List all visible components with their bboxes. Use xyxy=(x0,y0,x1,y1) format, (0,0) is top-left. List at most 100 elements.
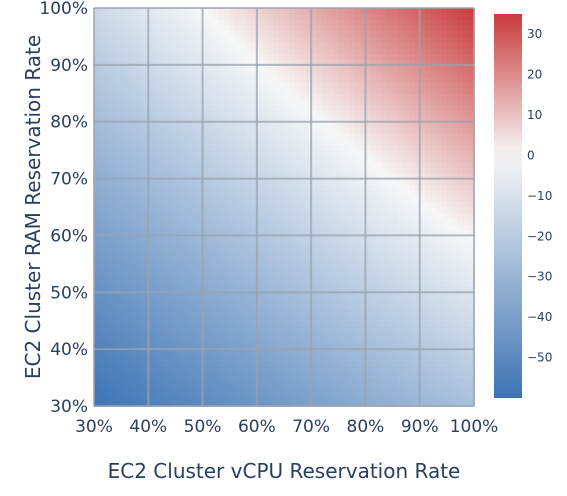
heatmap-cell xyxy=(175,292,182,299)
heatmap-cell xyxy=(316,297,323,305)
heatmap-cell xyxy=(289,371,296,379)
heatmap-cell xyxy=(202,309,209,316)
heatmap-cell xyxy=(104,30,111,38)
heatmap-cell xyxy=(376,292,383,299)
heatmap-cell xyxy=(208,383,215,390)
heatmap-cell xyxy=(197,297,204,305)
heatmap-cell xyxy=(164,360,171,367)
heatmap-cell xyxy=(175,70,182,77)
heatmap-cell xyxy=(267,229,274,237)
heatmap-cell xyxy=(419,70,426,77)
heatmap-cell xyxy=(262,76,269,83)
heatmap-cell xyxy=(387,320,394,327)
heatmap-cell xyxy=(132,167,139,174)
heatmap-cell xyxy=(262,59,269,66)
heatmap-cell xyxy=(191,161,198,168)
heatmap-cell xyxy=(300,377,307,384)
heatmap-cell xyxy=(164,388,171,396)
heatmap-cell xyxy=(159,172,166,180)
heatmap-cell xyxy=(349,150,356,157)
heatmap-cell xyxy=(246,337,253,345)
heatmap-cell xyxy=(148,104,155,111)
heatmap-cell xyxy=(110,286,117,293)
heatmap-cell xyxy=(446,161,453,168)
heatmap-cell xyxy=(354,155,361,163)
heatmap-cell xyxy=(452,64,459,72)
heatmap-cell xyxy=(126,207,133,214)
heatmap-cell xyxy=(294,377,301,384)
heatmap-cell xyxy=(94,201,101,208)
heatmap-cell xyxy=(311,184,318,191)
heatmap-cell xyxy=(104,269,111,276)
heatmap-cell xyxy=(376,337,383,345)
heatmap-cell xyxy=(251,292,258,299)
heatmap-cell xyxy=(468,161,475,168)
heatmap-cell xyxy=(446,47,453,55)
heatmap-cell xyxy=(110,178,117,185)
heatmap-cell xyxy=(300,104,307,111)
heatmap-cell xyxy=(284,280,291,288)
heatmap-cell xyxy=(170,366,177,373)
heatmap-cell xyxy=(256,144,263,151)
heatmap-cell xyxy=(452,366,459,373)
heatmap-cell xyxy=(338,320,345,327)
heatmap-cell xyxy=(159,246,166,254)
heatmap-cell xyxy=(202,53,209,60)
heatmap-cell xyxy=(332,155,339,163)
heatmap-cell xyxy=(110,64,117,72)
heatmap-cell xyxy=(110,138,117,146)
heatmap-cell xyxy=(175,64,182,72)
heatmap-cell xyxy=(468,116,475,123)
heatmap-cell xyxy=(322,394,329,401)
heatmap-cell xyxy=(197,76,204,83)
heatmap-cell xyxy=(387,354,394,362)
heatmap-cell xyxy=(191,343,198,350)
heatmap-cell xyxy=(218,332,225,339)
x-tick-label: 90% xyxy=(401,417,439,437)
heatmap-cell xyxy=(99,292,106,299)
heatmap-cell xyxy=(251,13,258,20)
heatmap-cell xyxy=(408,241,415,248)
heatmap-cell xyxy=(305,212,312,219)
heatmap-cell xyxy=(457,138,464,146)
heatmap-cell xyxy=(170,104,177,111)
heatmap-cell xyxy=(197,70,204,77)
heatmap-cell xyxy=(419,53,426,60)
heatmap-cell xyxy=(322,280,329,288)
heatmap-cell xyxy=(452,104,459,111)
heatmap-cell xyxy=(170,280,177,288)
heatmap-cell xyxy=(289,127,296,134)
heatmap-cell xyxy=(387,53,394,60)
heatmap-cell xyxy=(370,150,377,157)
heatmap-cell xyxy=(463,332,470,339)
heatmap-cell xyxy=(414,127,421,134)
heatmap-cell xyxy=(284,59,291,66)
heatmap-cell xyxy=(365,42,372,49)
heatmap-cell xyxy=(278,326,285,333)
heatmap-cell xyxy=(256,47,263,55)
heatmap-cell xyxy=(349,8,356,15)
heatmap-cell xyxy=(311,116,318,123)
y-axis-title: EC2 Cluster RAM Reservation Rate xyxy=(21,35,45,379)
heatmap-cell xyxy=(305,93,312,100)
heatmap-cell xyxy=(430,30,437,38)
heatmap-cell xyxy=(343,377,350,384)
heatmap-cell xyxy=(148,394,155,401)
heatmap-cell xyxy=(246,212,253,219)
heatmap-cell xyxy=(218,76,225,83)
heatmap-cell xyxy=(132,133,139,140)
heatmap-cell xyxy=(142,343,149,350)
heatmap-cell xyxy=(349,400,356,407)
heatmap-cell xyxy=(104,116,111,123)
heatmap-cell xyxy=(240,201,247,208)
heatmap-cell xyxy=(191,286,198,293)
heatmap-cell xyxy=(392,133,399,140)
heatmap-cell xyxy=(153,275,160,282)
heatmap-cell xyxy=(322,87,329,94)
heatmap-cell xyxy=(191,121,198,128)
heatmap-cell xyxy=(457,47,464,55)
heatmap-cell xyxy=(332,13,339,20)
heatmap-cell xyxy=(99,377,106,384)
heatmap-cell xyxy=(218,30,225,38)
heatmap-cell xyxy=(425,292,432,299)
